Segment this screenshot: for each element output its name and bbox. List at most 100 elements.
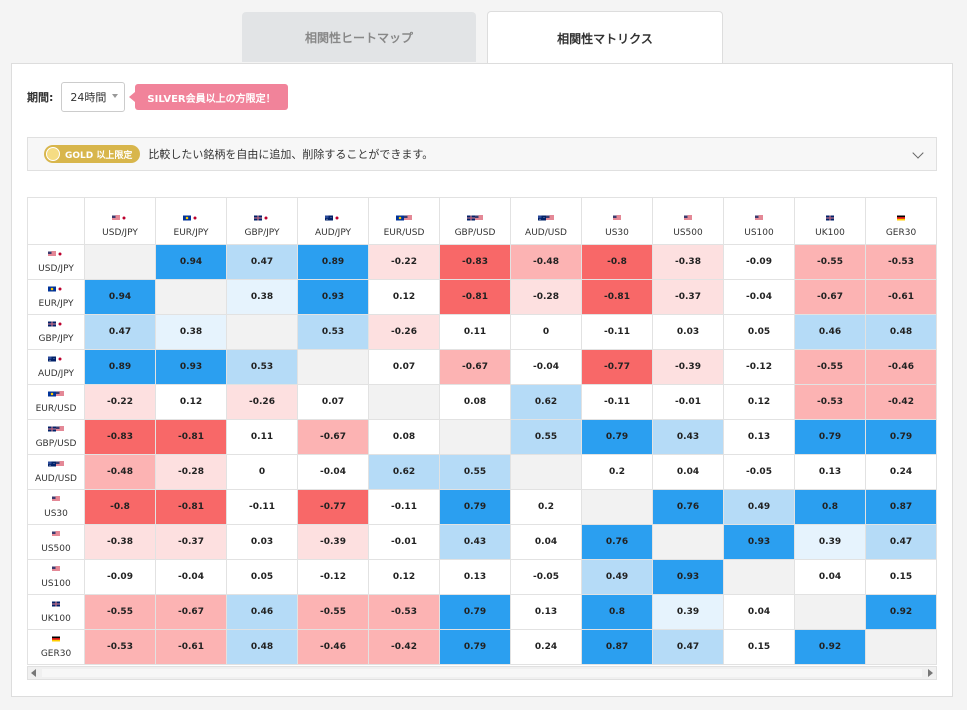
table-row: US30 -0.8 -0.81 -0.11 -0.77 -0.11 0.79 0.2 0.76 0… bbox=[27, 489, 937, 525]
correlation-cell: -0.53 bbox=[794, 384, 866, 420]
correlation-cell: -0.67 bbox=[794, 279, 866, 315]
gb-flag-icon bbox=[254, 215, 262, 221]
gb-flag-icon bbox=[48, 426, 56, 431]
period-value: 24時間 bbox=[70, 91, 107, 104]
correlation-cell: -0.04 bbox=[297, 454, 369, 490]
flag-icon bbox=[28, 636, 84, 646]
row-header: AUD/JPY bbox=[27, 349, 85, 385]
flag-icon bbox=[28, 566, 84, 576]
row-header: GER30 bbox=[27, 629, 85, 665]
horizontal-scrollbar[interactable] bbox=[27, 666, 937, 680]
diagonal-cell bbox=[794, 594, 866, 630]
us-flag-icon bbox=[52, 496, 60, 501]
correlation-cell: 0.93 bbox=[723, 524, 795, 560]
correlation-cell: 0.47 bbox=[652, 629, 724, 665]
row-header: GBP/USD bbox=[27, 419, 85, 455]
table-row: UK100 -0.55 -0.67 0.46 -0.55 -0.53 0.79 0.13 0.8… bbox=[27, 594, 937, 630]
correlation-cell: -0.22 bbox=[84, 384, 156, 420]
correlation-cell: 0.24 bbox=[510, 629, 582, 665]
correlation-cell: 0.87 bbox=[581, 629, 653, 665]
table-row: EUR/JPY 0.94 0.38 0.93 0.12 -0.81 -0.28 -0.81 -0… bbox=[27, 279, 937, 315]
diagonal-cell bbox=[723, 559, 795, 595]
column-header-label: US100 bbox=[744, 228, 774, 238]
correlation-cell: -0.55 bbox=[84, 594, 156, 630]
au-flag-icon bbox=[325, 215, 333, 221]
column-header: AUD/USD bbox=[510, 197, 582, 245]
flag-icon bbox=[795, 215, 865, 225]
correlation-cell: 0.05 bbox=[723, 314, 795, 350]
period-select[interactable]: 24時間 bbox=[61, 82, 126, 112]
column-header: US500 bbox=[652, 197, 724, 245]
diagonal-cell bbox=[652, 524, 724, 560]
correlation-cell: -0.01 bbox=[652, 384, 724, 420]
column-header: EUR/JPY bbox=[155, 197, 227, 245]
correlation-cell: 0.47 bbox=[226, 244, 298, 280]
correlation-cell: -0.55 bbox=[794, 349, 866, 385]
correlation-cell: 0.15 bbox=[723, 629, 795, 665]
correlation-cell: -0.48 bbox=[510, 244, 582, 280]
column-header: AUD/JPY bbox=[297, 197, 369, 245]
diagonal-cell bbox=[439, 419, 511, 455]
correlation-cell: -0.26 bbox=[368, 314, 440, 350]
column-header-label: GBP/JPY bbox=[244, 228, 280, 238]
row-header: UK100 bbox=[27, 594, 85, 630]
us-flag-icon bbox=[52, 566, 60, 571]
column-header-label: AUD/USD bbox=[525, 228, 567, 238]
tab-correlation-heatmap[interactable]: 相関性ヒートマップ bbox=[242, 12, 476, 62]
correlation-cell: -0.28 bbox=[155, 454, 227, 490]
row-header-label: AUD/JPY bbox=[37, 368, 75, 379]
scroll-right-icon[interactable] bbox=[928, 669, 933, 677]
correlation-cell: -0.38 bbox=[84, 524, 156, 560]
caret-down-icon bbox=[112, 94, 119, 98]
row-header: US100 bbox=[27, 559, 85, 595]
jp-flag-icon bbox=[191, 215, 199, 221]
correlation-cell: -0.05 bbox=[510, 559, 582, 595]
correlation-cell: -0.77 bbox=[297, 489, 369, 525]
flag-icon bbox=[28, 461, 84, 471]
correlation-cell: -0.81 bbox=[155, 489, 227, 525]
jp-flag-icon bbox=[56, 356, 64, 361]
correlation-cell: 0.43 bbox=[439, 524, 511, 560]
correlation-cell: 0.15 bbox=[865, 559, 937, 595]
scroll-left-icon[interactable] bbox=[31, 669, 36, 677]
correlation-cell: 0.79 bbox=[439, 489, 511, 525]
table-row: AUD/JPY 0.89 0.93 0.53 0.07 -0.67 -0.04 -0.77 -0… bbox=[27, 349, 937, 385]
correlation-cell: 0 bbox=[226, 454, 298, 490]
jp-flag-icon bbox=[262, 215, 270, 221]
table-row: GER30 -0.53 -0.61 0.48 -0.46 -0.42 0.79 0.24 0.8… bbox=[27, 629, 937, 665]
eu-flag-icon bbox=[48, 391, 56, 396]
flag-icon bbox=[28, 321, 84, 331]
diagonal-cell bbox=[155, 279, 227, 315]
tab-correlation-matrix[interactable]: 相関性マトリクス bbox=[487, 11, 723, 64]
eu-flag-icon bbox=[183, 215, 191, 221]
correlation-cell: -0.53 bbox=[865, 244, 937, 280]
table-row: USD/JPY 0.94 0.47 0.89 -0.22 -0.83 -0.48 -0.8 -0… bbox=[27, 244, 937, 280]
flag-icon bbox=[369, 215, 439, 225]
gb-flag-icon bbox=[52, 601, 60, 606]
correlation-cell: -0.01 bbox=[368, 524, 440, 560]
gold-feature-bar[interactable]: GOLD 以上限定 比較したい銘柄を自由に追加、削除することができます。 bbox=[27, 137, 937, 171]
row-header: AUD/USD bbox=[27, 454, 85, 490]
correlation-cell: -0.37 bbox=[155, 524, 227, 560]
us-flag-icon bbox=[56, 461, 64, 466]
correlation-cell: -0.55 bbox=[297, 594, 369, 630]
scrollbar-thumb[interactable] bbox=[42, 669, 922, 677]
correlation-cell: 0.08 bbox=[368, 419, 440, 455]
chevron-down-icon[interactable] bbox=[912, 147, 924, 159]
correlation-cell: 0.13 bbox=[510, 594, 582, 630]
eu-flag-icon bbox=[396, 215, 404, 221]
period-row: 期間: 24時間 SILVER会員以上の方限定！ bbox=[27, 82, 288, 112]
correlation-cell: 0.39 bbox=[652, 594, 724, 630]
gb-flag-icon bbox=[826, 215, 834, 221]
correlation-cell: 0.04 bbox=[510, 524, 582, 560]
correlation-cell: 0.92 bbox=[794, 629, 866, 665]
correlation-cell: 0.89 bbox=[84, 349, 156, 385]
correlation-cell: 0.46 bbox=[226, 594, 298, 630]
correlation-cell: -0.22 bbox=[368, 244, 440, 280]
silver-member-badge: SILVER会員以上の方限定！ bbox=[129, 84, 288, 110]
column-header-label: UK100 bbox=[815, 228, 845, 238]
correlation-cell: 0.55 bbox=[439, 454, 511, 490]
correlation-cell: -0.39 bbox=[652, 349, 724, 385]
us-flag-icon bbox=[755, 215, 763, 221]
correlation-cell: 0.49 bbox=[581, 559, 653, 595]
